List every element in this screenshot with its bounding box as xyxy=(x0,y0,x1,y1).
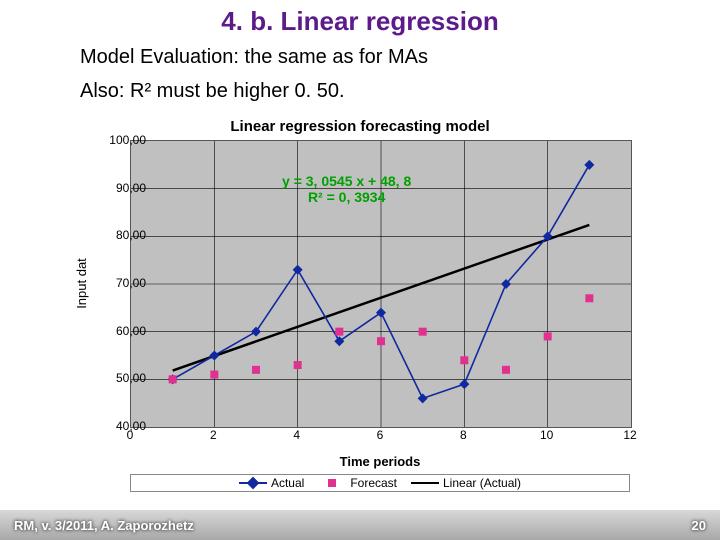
y-tick: 70,00 xyxy=(96,276,146,290)
slide-footer: RM, v. 3/2011, A. Zaporozhetz 20 xyxy=(0,510,720,540)
legend-item: Forecast xyxy=(318,476,397,490)
y-tick: 80,00 xyxy=(96,228,146,242)
x-tick: 8 xyxy=(448,428,478,442)
regression-equation: y = 3, 0545 x + 48, 8R² = 0, 3934 xyxy=(257,173,437,205)
slide-title: 4. b. Linear regression xyxy=(0,6,720,37)
equation-line1: y = 3, 0545 x + 48, 8 xyxy=(257,173,437,189)
x-axis-label: Time periods xyxy=(130,454,630,469)
y-tick: 90,00 xyxy=(96,181,146,195)
subtitle-1: Model Evaluation: the same as for MAs xyxy=(80,46,428,69)
chart-container: Linear regression forecasting model Inpu… xyxy=(72,118,648,488)
x-tick: 2 xyxy=(198,428,228,442)
x-tick: 0 xyxy=(115,428,145,442)
y-axis-label: Input dat xyxy=(72,140,90,426)
legend-item: Linear (Actual) xyxy=(411,476,521,490)
subtitle-2: Also: R² must be higher 0. 50. xyxy=(80,80,345,103)
footer-left: RM, v. 3/2011, A. Zaporozhetz xyxy=(14,518,194,533)
equation-line2: R² = 0, 3934 xyxy=(257,189,437,205)
x-tick: 6 xyxy=(365,428,395,442)
footer-right: 20 xyxy=(692,518,706,533)
y-tick: 60,00 xyxy=(96,324,146,338)
y-tick: 50,00 xyxy=(96,371,146,385)
chart-title: Linear regression forecasting model xyxy=(72,118,648,135)
x-tick: 12 xyxy=(615,428,645,442)
y-tick: 100,00 xyxy=(96,133,146,147)
x-tick: 4 xyxy=(282,428,312,442)
x-tick: 10 xyxy=(532,428,562,442)
legend-item: Actual xyxy=(239,476,304,490)
chart-legend: Actual Forecast Linear (Actual) xyxy=(130,474,630,492)
